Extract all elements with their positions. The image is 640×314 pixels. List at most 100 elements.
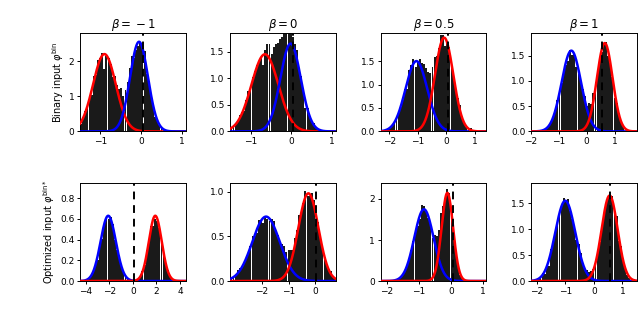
Bar	[544, 274, 546, 281]
Bar	[143, 51, 145, 131]
Bar	[417, 62, 419, 131]
Bar	[410, 250, 412, 281]
Bar	[544, 129, 546, 131]
Bar	[459, 274, 461, 281]
Bar	[593, 93, 595, 131]
Title: $\beta = 0.5$: $\beta = 0.5$	[413, 17, 454, 33]
Bar	[164, 263, 166, 281]
Bar	[256, 65, 258, 131]
Bar	[148, 81, 150, 131]
Bar	[230, 128, 232, 131]
Bar	[565, 201, 567, 281]
Bar	[627, 130, 628, 131]
Bar	[258, 62, 260, 131]
Bar	[305, 191, 307, 281]
Bar	[383, 130, 385, 131]
Bar	[556, 225, 558, 281]
Bar	[253, 236, 255, 281]
Bar	[137, 46, 139, 131]
Bar	[573, 227, 575, 281]
Bar	[402, 275, 404, 281]
Bar	[290, 250, 292, 281]
Bar	[239, 115, 241, 131]
Bar	[104, 224, 106, 281]
Bar	[252, 236, 253, 281]
Bar	[580, 253, 582, 281]
Bar	[321, 246, 323, 281]
Bar	[91, 95, 93, 131]
Bar	[269, 220, 271, 281]
Bar	[556, 100, 558, 131]
Bar	[423, 64, 425, 131]
Bar	[277, 235, 279, 281]
Bar	[253, 71, 255, 131]
Bar	[91, 274, 93, 281]
Bar	[334, 279, 336, 281]
Bar	[431, 238, 433, 281]
Bar	[319, 129, 321, 131]
Bar	[599, 59, 601, 131]
Bar	[294, 238, 296, 281]
Bar	[603, 214, 605, 281]
Bar	[425, 68, 427, 131]
Bar	[415, 67, 417, 131]
Bar	[440, 213, 442, 281]
Bar	[442, 206, 444, 281]
Bar	[554, 110, 556, 131]
Bar	[603, 45, 605, 131]
Bar	[565, 66, 567, 131]
Bar	[287, 28, 289, 131]
Bar	[313, 122, 315, 131]
Bar	[232, 277, 234, 281]
Bar	[452, 79, 454, 131]
Bar	[550, 123, 552, 131]
Bar	[232, 127, 234, 131]
Bar	[302, 203, 305, 281]
Bar	[601, 52, 603, 131]
Bar	[428, 218, 429, 281]
Bar	[161, 239, 163, 281]
Bar	[109, 217, 111, 281]
Bar	[402, 100, 404, 131]
Bar	[247, 91, 250, 131]
Bar	[580, 81, 582, 131]
Bar	[315, 127, 317, 131]
Bar	[627, 275, 628, 281]
Bar	[461, 278, 463, 281]
Bar	[586, 106, 588, 131]
Bar	[97, 60, 99, 131]
Bar	[412, 59, 415, 131]
Bar	[150, 226, 152, 281]
Bar	[173, 280, 175, 281]
Bar	[588, 103, 590, 131]
Bar	[298, 215, 300, 281]
Bar	[578, 74, 580, 131]
Bar	[292, 37, 294, 131]
Bar	[237, 270, 239, 281]
Bar	[535, 280, 537, 281]
Bar	[137, 279, 139, 281]
Y-axis label: Binary input $\varphi^{\rm bin}$: Binary input $\varphi^{\rm bin}$	[50, 41, 66, 123]
Bar	[584, 96, 586, 131]
Bar	[575, 67, 577, 131]
Bar	[250, 246, 252, 281]
Bar	[559, 95, 561, 131]
Bar	[127, 278, 129, 281]
Bar	[408, 259, 410, 281]
Bar	[449, 47, 451, 131]
Bar	[266, 219, 268, 281]
Bar	[237, 122, 239, 131]
Bar	[131, 280, 133, 281]
Bar	[404, 89, 406, 131]
Bar	[540, 278, 541, 281]
Bar	[133, 58, 135, 131]
Bar	[618, 114, 620, 131]
Bar	[601, 228, 603, 281]
Bar	[125, 275, 127, 281]
Bar	[444, 199, 446, 281]
Bar	[146, 250, 148, 281]
Bar	[317, 222, 319, 281]
Bar	[569, 211, 571, 281]
Bar	[95, 75, 97, 131]
Bar	[269, 44, 271, 131]
